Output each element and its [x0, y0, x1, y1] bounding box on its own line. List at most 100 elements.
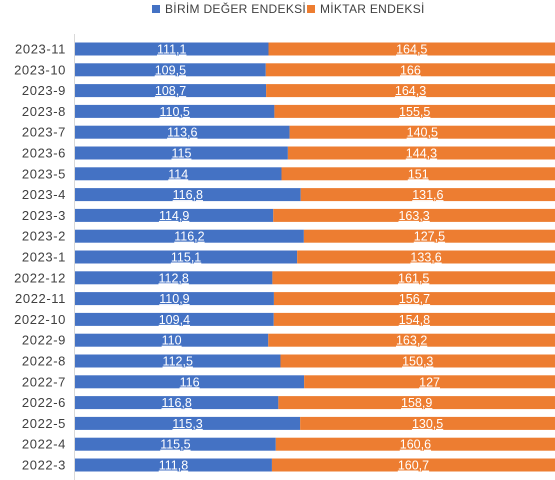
data-label-birim-deger: 115,3	[172, 417, 202, 431]
data-label-miktar: 130,5	[412, 417, 443, 431]
data-label-miktar: 164,5	[396, 43, 427, 57]
bar-birim-deger	[75, 396, 279, 410]
data-label-miktar: 127	[419, 375, 440, 389]
bar-birim-deger	[75, 375, 305, 389]
bar-miktar	[278, 396, 555, 410]
data-label-miktar: 144,3	[406, 147, 437, 161]
bar-miktar	[303, 229, 555, 243]
data-label-miktar: 161,5	[398, 271, 429, 285]
bar-birim-deger	[75, 146, 288, 160]
bar-birim-deger	[75, 167, 282, 181]
data-label-birim-deger: 110,9	[159, 292, 189, 306]
bar-birim-deger	[75, 271, 273, 285]
bar-birim-deger	[75, 125, 290, 139]
bar-miktar	[300, 188, 555, 202]
data-label-miktar: 164,3	[395, 84, 426, 98]
bar-birim-deger	[75, 229, 304, 243]
y-tick-label: 2022-5	[22, 416, 66, 431]
data-label-birim-deger: 114	[168, 167, 188, 181]
y-tick-label: 2022-12	[14, 270, 66, 285]
data-label-birim-deger: 116,8	[173, 188, 203, 202]
bar-miktar	[265, 63, 555, 77]
bar-miktar	[274, 104, 555, 118]
y-tick-label: 2022-3	[22, 458, 66, 473]
data-label-miktar: 150,3	[402, 355, 433, 369]
data-label-miktar: 160,6	[400, 438, 431, 452]
y-tick-label: 2022-9	[22, 333, 66, 348]
data-label-birim-deger: 112,8	[159, 271, 189, 285]
data-label-miktar: 151	[408, 167, 429, 181]
chart-legend: BİRİM DEĞER ENDEKSİ MİKTAR ENDEKSİ	[0, 0, 555, 18]
y-tick-label: 2023-3	[22, 208, 66, 223]
data-label-birim-deger: 110,5	[160, 105, 190, 119]
data-label-miktar: 160,7	[398, 459, 429, 473]
data-label-birim-deger: 116,2	[174, 230, 204, 244]
data-label-miktar: 133,6	[410, 251, 441, 265]
data-label-miktar: 127,5	[414, 230, 445, 244]
y-tick-label: 2023-11	[15, 42, 66, 57]
y-tick-label: 2023-1	[22, 250, 66, 265]
bar-birim-deger	[75, 63, 266, 77]
data-label-birim-deger: 114,9	[159, 209, 189, 223]
bar-birim-deger	[75, 354, 281, 368]
data-label-miktar: 156,7	[399, 292, 430, 306]
bar-birim-deger	[75, 292, 274, 306]
y-tick-label: 2022-10	[14, 312, 66, 327]
bar-miktar	[304, 375, 555, 389]
bar-miktar	[266, 84, 555, 98]
bar-miktar	[268, 333, 555, 347]
y-tick-label: 2023-4	[22, 187, 66, 202]
data-label-birim-deger: 109,4	[159, 313, 190, 327]
data-label-birim-deger: 115,5	[160, 438, 190, 452]
bar-birim-deger	[75, 250, 298, 264]
bar-birim-deger	[75, 42, 269, 56]
bar-birim-deger	[75, 188, 301, 202]
data-label-birim-deger: 111,8	[159, 459, 188, 473]
y-tick-label: 2023-5	[22, 166, 66, 181]
bar-birim-deger	[75, 84, 267, 98]
bar-miktar	[275, 437, 555, 451]
bar-birim-deger	[75, 312, 274, 326]
y-tick-label: 2022-4	[22, 437, 66, 452]
data-label-birim-deger: 116,8	[161, 396, 191, 410]
y-tick-label: 2023-9	[22, 83, 66, 98]
data-label-miktar: 158,9	[401, 396, 432, 410]
data-label-miktar: 163,3	[398, 209, 429, 223]
legend-swatch-miktar	[307, 5, 315, 13]
y-tick-label: 2023-8	[22, 104, 66, 119]
data-label-birim-deger: 113,6	[167, 126, 197, 140]
data-label-birim-deger: 108,7	[155, 84, 186, 98]
data-label-birim-deger: 109,5	[155, 63, 186, 77]
data-label-birim-deger: 115,1	[171, 251, 201, 265]
bar-miktar	[281, 167, 555, 181]
legend-label-birim-deger: BİRİM DEĞER ENDEKSİ	[165, 2, 307, 16]
bar-miktar	[300, 416, 555, 430]
bar-birim-deger	[75, 333, 269, 347]
data-label-birim-deger: 111,1	[157, 43, 186, 57]
bar-miktar	[273, 312, 555, 326]
data-label-miktar: 154,8	[399, 313, 430, 327]
legend-label-miktar: MİKTAR ENDEKSİ	[320, 2, 425, 16]
y-tick-label: 2022-6	[22, 395, 66, 410]
legend-item-birim-deger: BİRİM DEĞER ENDEKSİ	[152, 2, 306, 16]
bar-birim-deger	[75, 458, 272, 472]
bar-miktar	[272, 271, 555, 285]
data-label-birim-deger: 110	[162, 334, 182, 348]
bar-miktar	[273, 292, 555, 306]
data-label-birim-deger: 112,5	[163, 355, 193, 369]
y-tick-label: 2022-7	[22, 374, 66, 389]
data-label-miktar: 163,2	[396, 334, 427, 348]
bar-miktar	[297, 250, 555, 264]
legend-swatch-birim-deger	[152, 5, 160, 13]
bar-miktar	[268, 42, 555, 56]
bar-miktar	[287, 146, 555, 160]
y-tick-label: 2022-8	[22, 354, 66, 369]
data-label-miktar: 140,5	[407, 126, 438, 140]
bar-birim-deger	[75, 416, 301, 430]
y-tick-label: 2022-11	[15, 291, 66, 306]
data-label-birim-deger: 115	[171, 147, 191, 161]
y-tick-label: 2023-7	[22, 125, 66, 140]
bar-miktar	[273, 208, 555, 222]
data-label-birim-deger: 116	[180, 375, 200, 389]
